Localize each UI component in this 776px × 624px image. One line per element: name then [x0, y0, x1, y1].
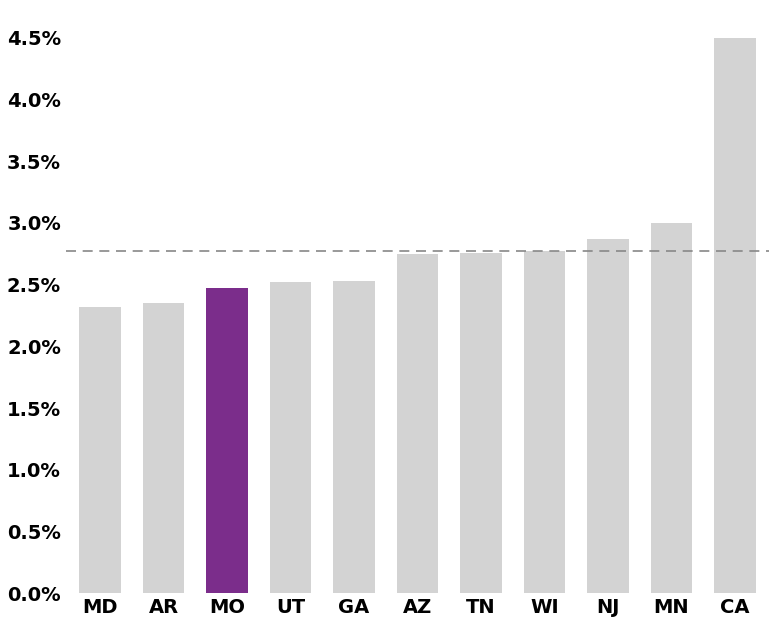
Bar: [206, 288, 248, 593]
Bar: [143, 303, 184, 593]
Bar: [79, 307, 121, 593]
Bar: [587, 239, 629, 593]
Bar: [270, 282, 311, 593]
Bar: [714, 38, 756, 593]
Bar: [460, 253, 501, 593]
Bar: [524, 251, 565, 593]
Bar: [651, 223, 692, 593]
Bar: [334, 281, 375, 593]
Bar: [397, 254, 438, 593]
